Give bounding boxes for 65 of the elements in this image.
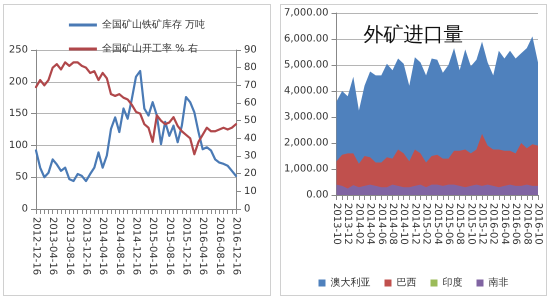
x-tick-label: 2013-04-16 [47, 217, 58, 276]
x-tick-label: 2015-12-16 [180, 217, 192, 276]
legend-label: 全国矿山开工率 % 右 [102, 42, 198, 54]
x-tick-label: 2014-12-16 [130, 217, 142, 276]
x-tick-label: 2015-12 [476, 203, 488, 245]
x-tick-label: 2015-10 [465, 203, 476, 245]
x-tick-label: 2015-08-16 [164, 217, 175, 276]
y-tick-label: 1,000.00 [284, 164, 329, 174]
x-tick-label: 2015-08 [454, 203, 466, 245]
x-tick-label: 2014-04 [364, 203, 376, 245]
y-tick-label: 7,000.00 [284, 8, 329, 18]
x-tick-label: 2012-12-16 [30, 217, 42, 276]
line-series [34, 61, 238, 156]
y2-tick-label: 20 [244, 168, 257, 180]
x-tick-label: 2016-06 [510, 203, 522, 245]
y-tick-label: 250 [8, 44, 28, 56]
y2-tick-label: 80 [244, 62, 257, 74]
text: 外矿进口量 [364, 22, 464, 46]
x-tick-label: 2014-06 [376, 203, 387, 245]
x-tick-label: 2013-10 [331, 203, 342, 245]
x-tick-label: 2013-12-16 [80, 217, 92, 276]
legend-label: 印度 [442, 276, 462, 288]
x-tick-label: 2014-08-16 [114, 217, 125, 276]
y-tick-label: 150 [8, 108, 28, 120]
y2-tick-label: 30 [244, 150, 257, 162]
y2-tick-label: 70 [244, 80, 257, 91]
y-tick-label: 5,000.00 [284, 60, 329, 70]
x-tick-label: 2016-10 [532, 203, 544, 245]
x-tick-label: 2015-02 [420, 203, 432, 245]
x-tick-label: 2014-02 [353, 203, 364, 245]
y-tick-label: 200 [8, 76, 28, 88]
x-tick-label: 2015-04-16 [147, 217, 158, 276]
x-tick-label: 2014-12 [409, 203, 420, 245]
x-tick-label: 2014-08 [386, 203, 398, 245]
x-tick-label: 2013-08-16 [64, 217, 75, 276]
x-tick-label: 2016-12-16 [230, 217, 242, 276]
legend-label: 澳大利亚 [330, 276, 370, 288]
y-tick-label: 50 [15, 172, 28, 183]
x-tick-label: 2015-06 [442, 203, 454, 245]
y-tick-label: 2,000.00 [284, 138, 329, 148]
y-tick-label: 100 [8, 140, 28, 151]
y-tick-label: 4,000.00 [284, 86, 329, 96]
y-tick-label: 0.00 [306, 190, 329, 200]
legend-label: 南非 [488, 276, 508, 288]
y2-tick-label: 60 [244, 98, 257, 108]
y-tick-label: 6,000.00 [284, 34, 329, 44]
y2-tick-label: 40 [244, 132, 257, 144]
legend-label: 巴西 [396, 278, 416, 288]
y2-tick-label: 0 [244, 204, 250, 214]
x-tick-label: 2016-08 [521, 203, 532, 245]
y2-tick-label: 90 [244, 44, 257, 56]
y-tick-label: 3,000.00 [284, 112, 329, 122]
x-tick-label: 2016-04 [498, 203, 510, 245]
line-series [34, 70, 238, 182]
x-tick-label: 2016-04-16 [197, 217, 208, 276]
x-tick-label: 2016-02 [488, 203, 499, 245]
x-tick-label: 2016-08-16 [214, 217, 225, 276]
x-tick-label: 2014-10 [398, 203, 410, 245]
legend-label: 全国矿山铁矿库存 万吨 [102, 18, 206, 30]
x-tick-label: 2013-12 [342, 203, 354, 245]
x-tick-label: 2015-04 [432, 203, 443, 245]
y2-tick-label: 50 [244, 115, 257, 126]
x-tick-label: 2014-04-16 [97, 217, 108, 276]
y-tick-label: 0 [22, 204, 28, 214]
y2-tick-label: 10 [244, 186, 257, 197]
